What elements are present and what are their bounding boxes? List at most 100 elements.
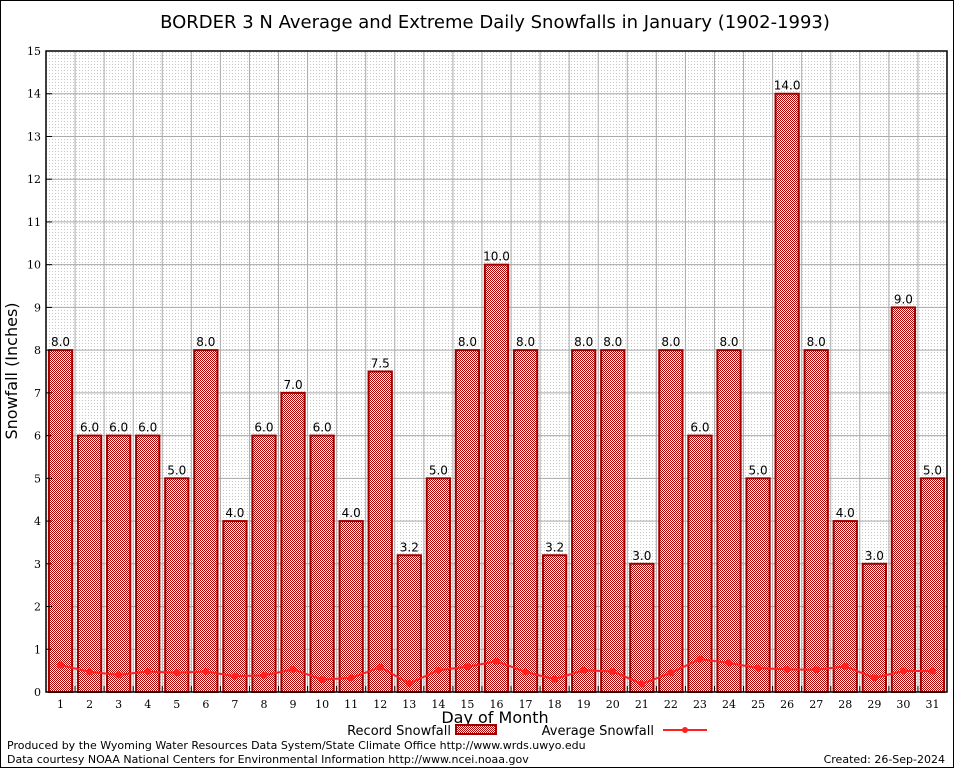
x-tick-label: 27 bbox=[809, 698, 823, 711]
y-tick-label: 9 bbox=[34, 301, 41, 314]
bar-record-day-20 bbox=[600, 349, 626, 693]
average-point-day-3 bbox=[115, 671, 123, 679]
legend-record-swatch bbox=[455, 724, 497, 735]
x-tick-label: 21 bbox=[635, 698, 649, 711]
bar-data-label: 8.0 bbox=[661, 335, 680, 349]
bar-record-day-24 bbox=[716, 349, 742, 693]
average-point-day-19 bbox=[580, 666, 588, 674]
average-point-day-25 bbox=[754, 664, 762, 672]
footer-producer: Produced by the Wyoming Water Resources … bbox=[7, 739, 586, 752]
average-point-day-20 bbox=[609, 667, 617, 675]
bar-record-day-13 bbox=[396, 554, 422, 694]
bar-data-label: 8.0 bbox=[458, 335, 477, 349]
bar-record-day-16 bbox=[483, 263, 510, 693]
bar-record-day-18 bbox=[542, 554, 568, 694]
bar-data-label: 4.0 bbox=[342, 506, 361, 520]
bar-record-day-11 bbox=[338, 520, 364, 693]
average-point-day-16 bbox=[493, 657, 500, 665]
x-tick-label: 2 bbox=[86, 698, 93, 711]
x-tick-label: 10 bbox=[315, 698, 329, 711]
bar-record-day-6 bbox=[193, 349, 219, 693]
y-tick-label: 1 bbox=[34, 643, 41, 656]
average-point-day-22 bbox=[667, 669, 675, 677]
y-tick-label: 11 bbox=[27, 216, 41, 229]
average-point-day-4 bbox=[144, 667, 152, 675]
bar-record-day-10 bbox=[309, 434, 335, 693]
bar-data-label: 5.0 bbox=[167, 463, 186, 477]
footer-data-source: Data courtesy NOAA National Centers for … bbox=[7, 753, 529, 766]
bar-record-day-14 bbox=[425, 477, 451, 694]
bar-data-label: 3.0 bbox=[632, 549, 651, 563]
average-point-day-5 bbox=[173, 669, 181, 677]
bar-record-day-31 bbox=[919, 477, 946, 694]
legend-average-marker bbox=[682, 727, 688, 733]
bar-data-label: 6.0 bbox=[138, 421, 157, 435]
x-tick-label: 13 bbox=[402, 698, 416, 711]
x-tick-label: 14 bbox=[431, 698, 445, 711]
average-point-day-18 bbox=[551, 675, 559, 683]
bar-data-label: 7.0 bbox=[284, 378, 303, 392]
bar-record-day-23 bbox=[687, 434, 713, 693]
x-tick-label: 12 bbox=[373, 698, 387, 711]
bar-data-label: 4.0 bbox=[836, 506, 855, 520]
bar-data-label: 4.0 bbox=[225, 506, 244, 520]
bar-data-label: 8.0 bbox=[51, 335, 70, 349]
bar-data-label: 8.0 bbox=[807, 335, 826, 349]
average-point-day-28 bbox=[841, 662, 849, 670]
average-point-day-14 bbox=[434, 666, 442, 674]
bar-record-day-2 bbox=[76, 434, 103, 693]
average-point-day-23 bbox=[696, 655, 704, 663]
bar-data-label: 10.0 bbox=[483, 250, 510, 264]
bar-data-label: 6.0 bbox=[254, 421, 273, 435]
x-tick-label: 3 bbox=[115, 698, 122, 711]
bar-record-day-1 bbox=[47, 349, 74, 693]
bar-record-day-30 bbox=[890, 306, 917, 693]
x-tick-label: 6 bbox=[202, 698, 209, 711]
average-point-day-31 bbox=[928, 667, 936, 675]
bar-record-day-15 bbox=[454, 349, 481, 693]
y-tick-label: 2 bbox=[34, 601, 41, 614]
x-tick-label: 23 bbox=[693, 698, 707, 711]
bar-record-day-25 bbox=[745, 477, 771, 694]
average-point-day-1 bbox=[57, 661, 65, 669]
x-tick-label: 7 bbox=[231, 698, 238, 711]
average-point-day-17 bbox=[522, 668, 530, 676]
bar-data-label: 3.2 bbox=[400, 540, 419, 554]
average-point-day-6 bbox=[202, 667, 210, 675]
bar-record-day-26 bbox=[774, 92, 800, 693]
y-axis-label: Snowfall (Inches) bbox=[2, 302, 21, 439]
bar-record-day-8 bbox=[251, 434, 277, 693]
bar-data-label: 8.0 bbox=[719, 335, 738, 349]
average-point-day-30 bbox=[899, 667, 907, 675]
bar-record-day-3 bbox=[106, 434, 132, 693]
y-tick-label: 7 bbox=[34, 387, 41, 400]
legend: Record Snowfall Average Snowfall bbox=[347, 724, 707, 739]
x-tick-label: 8 bbox=[260, 698, 267, 711]
average-point-day-29 bbox=[870, 674, 878, 682]
bar-data-label: 5.0 bbox=[749, 463, 768, 477]
bar-data-label: 14.0 bbox=[774, 79, 801, 93]
y-tick-label: 8 bbox=[34, 344, 41, 357]
average-point-day-7 bbox=[231, 672, 239, 680]
bar-data-label: 8.0 bbox=[574, 335, 593, 349]
x-tick-label: 9 bbox=[290, 698, 297, 711]
average-point-day-24 bbox=[725, 659, 733, 667]
y-tick-label: 12 bbox=[27, 173, 41, 186]
bar-record-day-9 bbox=[280, 391, 306, 693]
average-point-day-8 bbox=[260, 671, 268, 679]
x-tick-label: 26 bbox=[780, 698, 794, 711]
x-tick-label: 24 bbox=[722, 698, 736, 711]
bar-data-label: 6.0 bbox=[313, 421, 332, 435]
x-tick-label: 31 bbox=[925, 698, 939, 711]
y-tick-label: 5 bbox=[34, 472, 41, 485]
bar-data-label: 9.0 bbox=[894, 292, 913, 306]
x-tick-label: 25 bbox=[751, 698, 765, 711]
y-tick-label: 4 bbox=[34, 515, 41, 528]
x-tick-label: 4 bbox=[144, 698, 151, 711]
x-tick-label: 20 bbox=[606, 698, 620, 711]
x-tick-label: 11 bbox=[344, 698, 358, 711]
average-point-day-10 bbox=[318, 676, 326, 684]
legend-record-label: Record Snowfall bbox=[347, 724, 451, 739]
